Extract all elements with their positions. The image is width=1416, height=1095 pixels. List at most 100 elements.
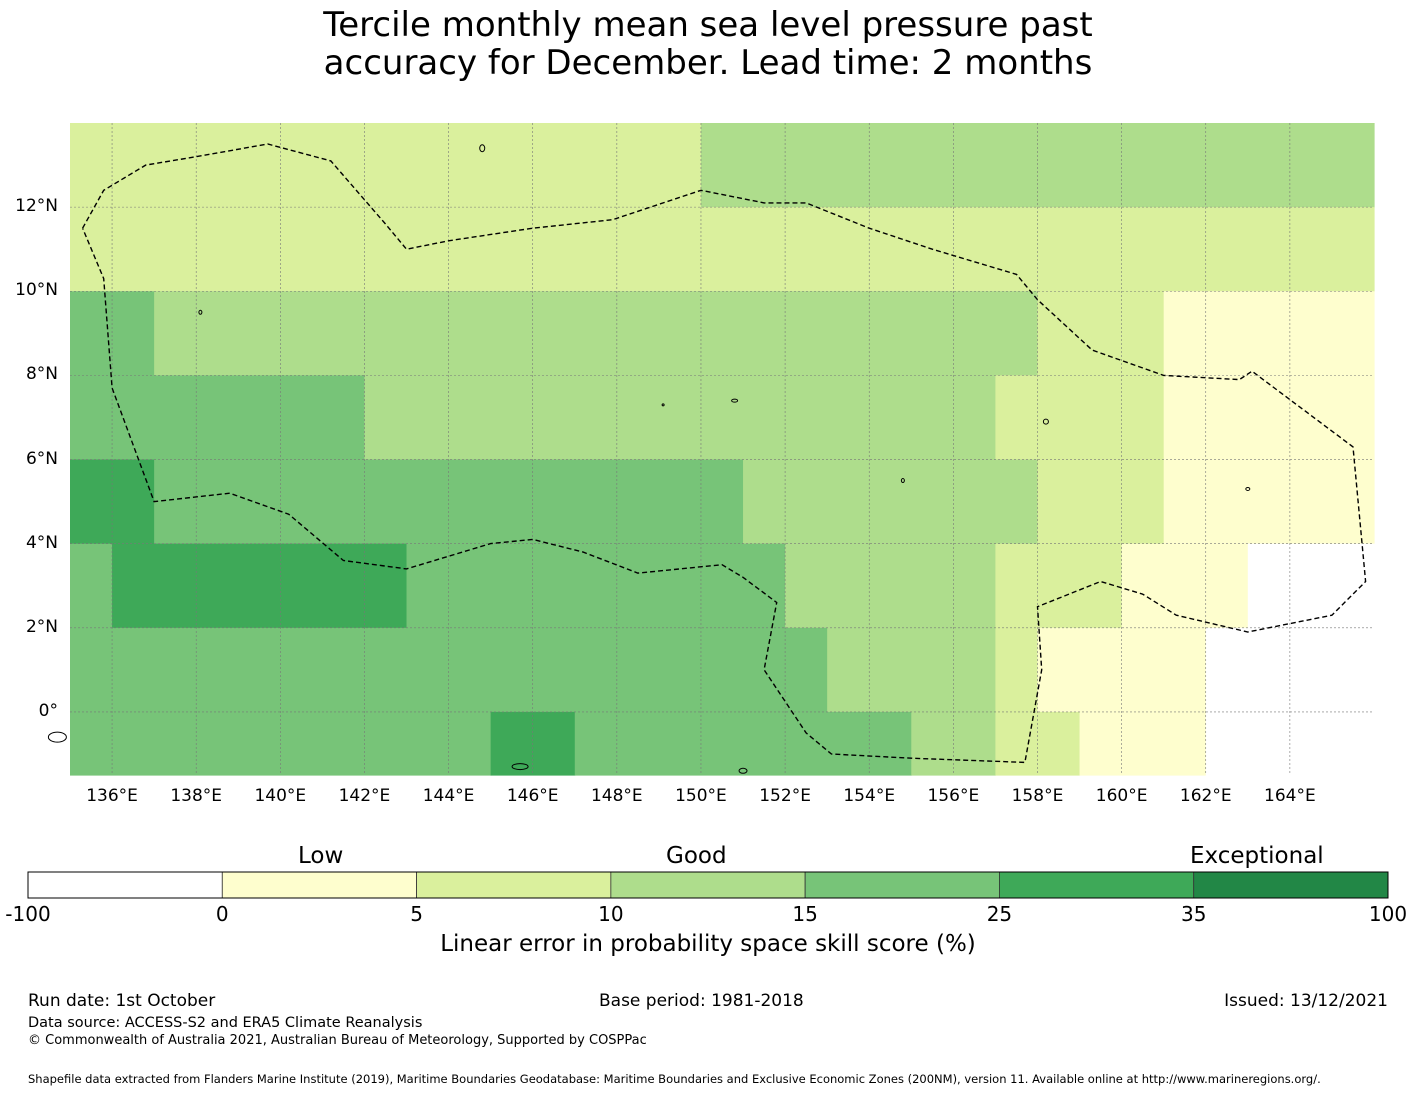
skill-cell	[700, 123, 1375, 208]
skill-cell	[112, 543, 408, 629]
colorbar-swatch	[1193, 871, 1389, 899]
copyright: © Commonwealth of Australia 2021, Austra…	[28, 1033, 647, 1048]
skill-cell	[1037, 459, 1165, 545]
colorbar-category-low: Low	[298, 843, 344, 869]
island-outline	[661, 403, 665, 407]
chart-title-line1: Tercile monthly mean sea level pressure …	[323, 5, 1093, 45]
skill-cell	[1079, 711, 1207, 776]
longitude-label: 146°E	[506, 786, 559, 806]
skill-cell	[70, 375, 366, 461]
latitude-label: 8°N	[25, 364, 58, 385]
latitude-label: 12°N	[15, 196, 58, 217]
skill-cell	[1205, 627, 1375, 713]
skill-cell	[911, 711, 997, 776]
longitude-label: 152°E	[759, 786, 811, 806]
skill-score-cells	[70, 123, 1375, 776]
latitude-label: 0°	[38, 700, 58, 721]
colorbar-category-good: Good	[666, 843, 727, 869]
colorbar	[27, 871, 1389, 899]
island-outline	[738, 767, 748, 774]
graticule	[70, 123, 1374, 775]
skill-cell	[1163, 291, 1375, 376]
skill-cell	[1037, 291, 1165, 376]
skill-cell	[995, 711, 1081, 776]
issued-date: Issued: 13/12/2021	[1224, 991, 1388, 1011]
skill-cell	[406, 543, 786, 629]
colorbar-swatch	[221, 871, 417, 899]
skill-cell	[70, 123, 702, 208]
colorbar-tick-label: 35	[1180, 902, 1207, 926]
skill-cell	[70, 543, 113, 629]
skill-cell	[1163, 459, 1375, 545]
colorbar-swatch	[416, 871, 612, 899]
skill-cell	[995, 543, 1123, 629]
longitude-label: 142°E	[338, 786, 391, 806]
skill-cell	[574, 711, 912, 776]
skill-cell	[1121, 543, 1249, 629]
colorbar-tick-label: 5	[410, 902, 423, 926]
colorbar-tick-label: 0	[215, 902, 229, 926]
island-outline	[731, 398, 739, 403]
island-outline	[1042, 418, 1049, 425]
skill-cell	[1163, 375, 1375, 461]
colorbar-swatch	[804, 871, 1000, 899]
skill-cell	[827, 627, 997, 713]
colorbar-tick-label: 100	[1368, 902, 1408, 926]
longitude-label: 138°E	[170, 786, 223, 806]
skill-cell	[1247, 543, 1375, 629]
skill-cell	[364, 375, 997, 461]
colorbar-label: Linear error in probability space skill …	[440, 931, 976, 957]
longitude-label: 158°E	[1011, 786, 1064, 806]
latitude-label: 6°N	[25, 448, 58, 469]
skill-cell	[490, 711, 576, 776]
colorbar-tick-label: 15	[792, 902, 818, 926]
colorbar-tick-label: 10	[598, 902, 624, 926]
island-outline	[1245, 486, 1251, 491]
skill-cell	[1037, 627, 1207, 713]
islands	[47, 144, 1251, 774]
island-outline	[900, 478, 905, 484]
skill-cell	[70, 459, 155, 545]
colorbar-frame	[27, 871, 1389, 899]
colorbar-swatch	[610, 871, 806, 899]
island-outline	[198, 309, 203, 315]
shapefile-credit: Shapefile data extracted from Flanders M…	[28, 1072, 1321, 1086]
longitude-label: 154°E	[843, 786, 896, 806]
skill-cell	[70, 207, 1039, 292]
skill-cell	[70, 291, 155, 376]
skill-cell	[785, 543, 997, 629]
skill-cell	[1037, 207, 1375, 292]
base-period: Base period: 1981-2018	[599, 991, 804, 1011]
chart-title-line2: accuracy for December. Lead time: 2 mont…	[323, 43, 1093, 83]
longitude-label: 140°E	[254, 786, 307, 806]
latitude-label: 10°N	[15, 280, 58, 301]
longitude-label: 136°E	[86, 786, 138, 806]
longitude-label: 160°E	[1095, 786, 1148, 806]
colorbar-tick-label: 25	[986, 902, 1013, 926]
longitude-label: 162°E	[1179, 786, 1232, 806]
skill-cell	[154, 291, 1039, 376]
eez-boundary	[81, 143, 1367, 764]
longitude-label: 156°E	[927, 786, 980, 806]
island-outline	[479, 144, 486, 153]
island-outline	[47, 731, 67, 743]
colorbar-swatch	[999, 871, 1195, 899]
latitude-label: 4°N	[25, 532, 58, 553]
longitude-label: 144°E	[422, 786, 475, 806]
skill-cell	[995, 375, 1165, 461]
skill-cell	[154, 459, 744, 545]
longitude-label: 164°E	[1264, 786, 1316, 806]
run-date: Run date: 1st October	[28, 991, 216, 1011]
colorbar-tick-label: -100	[5, 902, 51, 926]
data-source: Data source: ACCESS-S2 and ERA5 Climate …	[28, 1015, 423, 1031]
chart-title: Tercile monthly mean sea level pressure …	[0, 6, 1416, 82]
latitude-label: 2°N	[25, 616, 58, 637]
skill-cell	[995, 627, 1039, 713]
skill-cell	[70, 627, 828, 713]
colorbar-category-exceptional: Exceptional	[1190, 843, 1324, 869]
colorbar-swatch	[27, 871, 223, 899]
longitude-label: 150°E	[675, 786, 727, 806]
longitude-label: 148°E	[590, 786, 643, 806]
skill-cell	[743, 459, 1039, 545]
